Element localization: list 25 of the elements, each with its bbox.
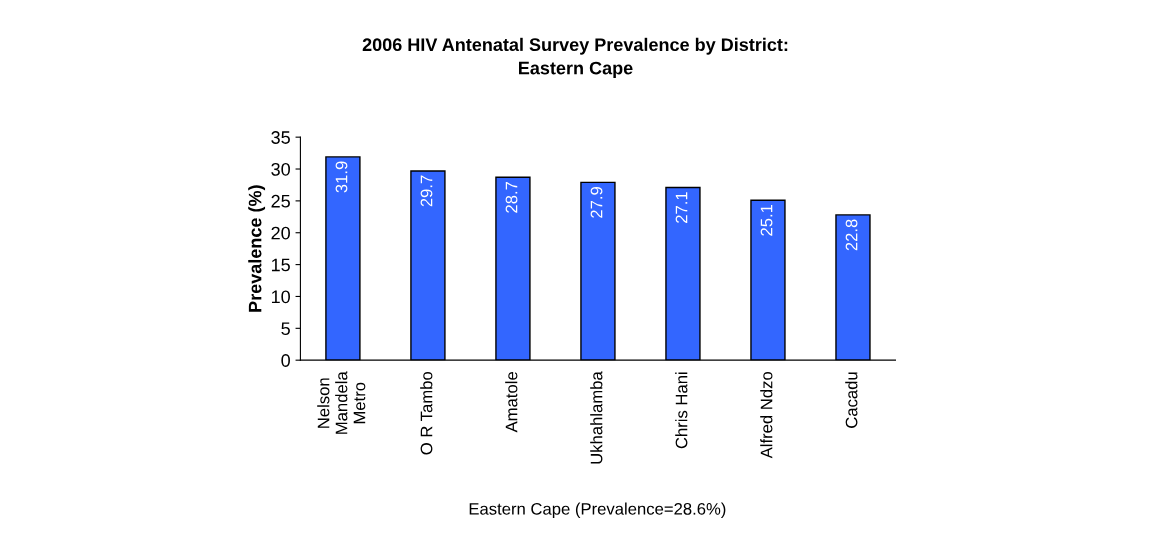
- y-tick-label: 30: [271, 162, 290, 176]
- text: Eastern Cape (Prevalence=28.6%): [469, 502, 726, 519]
- y-tick-label: 25: [271, 194, 290, 208]
- x-tick-label: Nelson Mandela Metro: [317, 371, 366, 434]
- data-label: 28.7: [505, 181, 518, 213]
- y-tick-label: 35: [271, 131, 290, 144]
- data-label: 22.8: [845, 219, 858, 251]
- chart-title: 2006 HIV Antenatal Survey Prevalence by District: Eastern Cape: [362, 37, 788, 78]
- data-label: 29.7: [420, 175, 433, 207]
- x-tick-label: Ukhahlamba: [590, 371, 603, 464]
- x-tick-label: O R Tambo: [420, 371, 433, 455]
- data-label: 25.1: [760, 204, 773, 236]
- y-tick-label: 5: [281, 322, 290, 336]
- x-tick-label: Cacadu: [845, 372, 858, 428]
- x-tick-label: Amatole: [505, 372, 518, 433]
- y-tick-label: 0: [281, 354, 290, 367]
- x-tick-label: Chris Hani: [675, 372, 688, 449]
- x-tick-label: Alfred Ndzo: [760, 371, 773, 459]
- data-label: 31.9: [335, 161, 348, 193]
- data-label: 27.9: [590, 187, 603, 218]
- data-label: 27.1: [675, 192, 688, 223]
- y-tick-label: 20: [271, 226, 290, 240]
- y-tick-label: 10: [271, 290, 290, 304]
- y-tick-label: 15: [271, 258, 290, 272]
- y-axis-title: Prevalence (%): [248, 185, 266, 312]
